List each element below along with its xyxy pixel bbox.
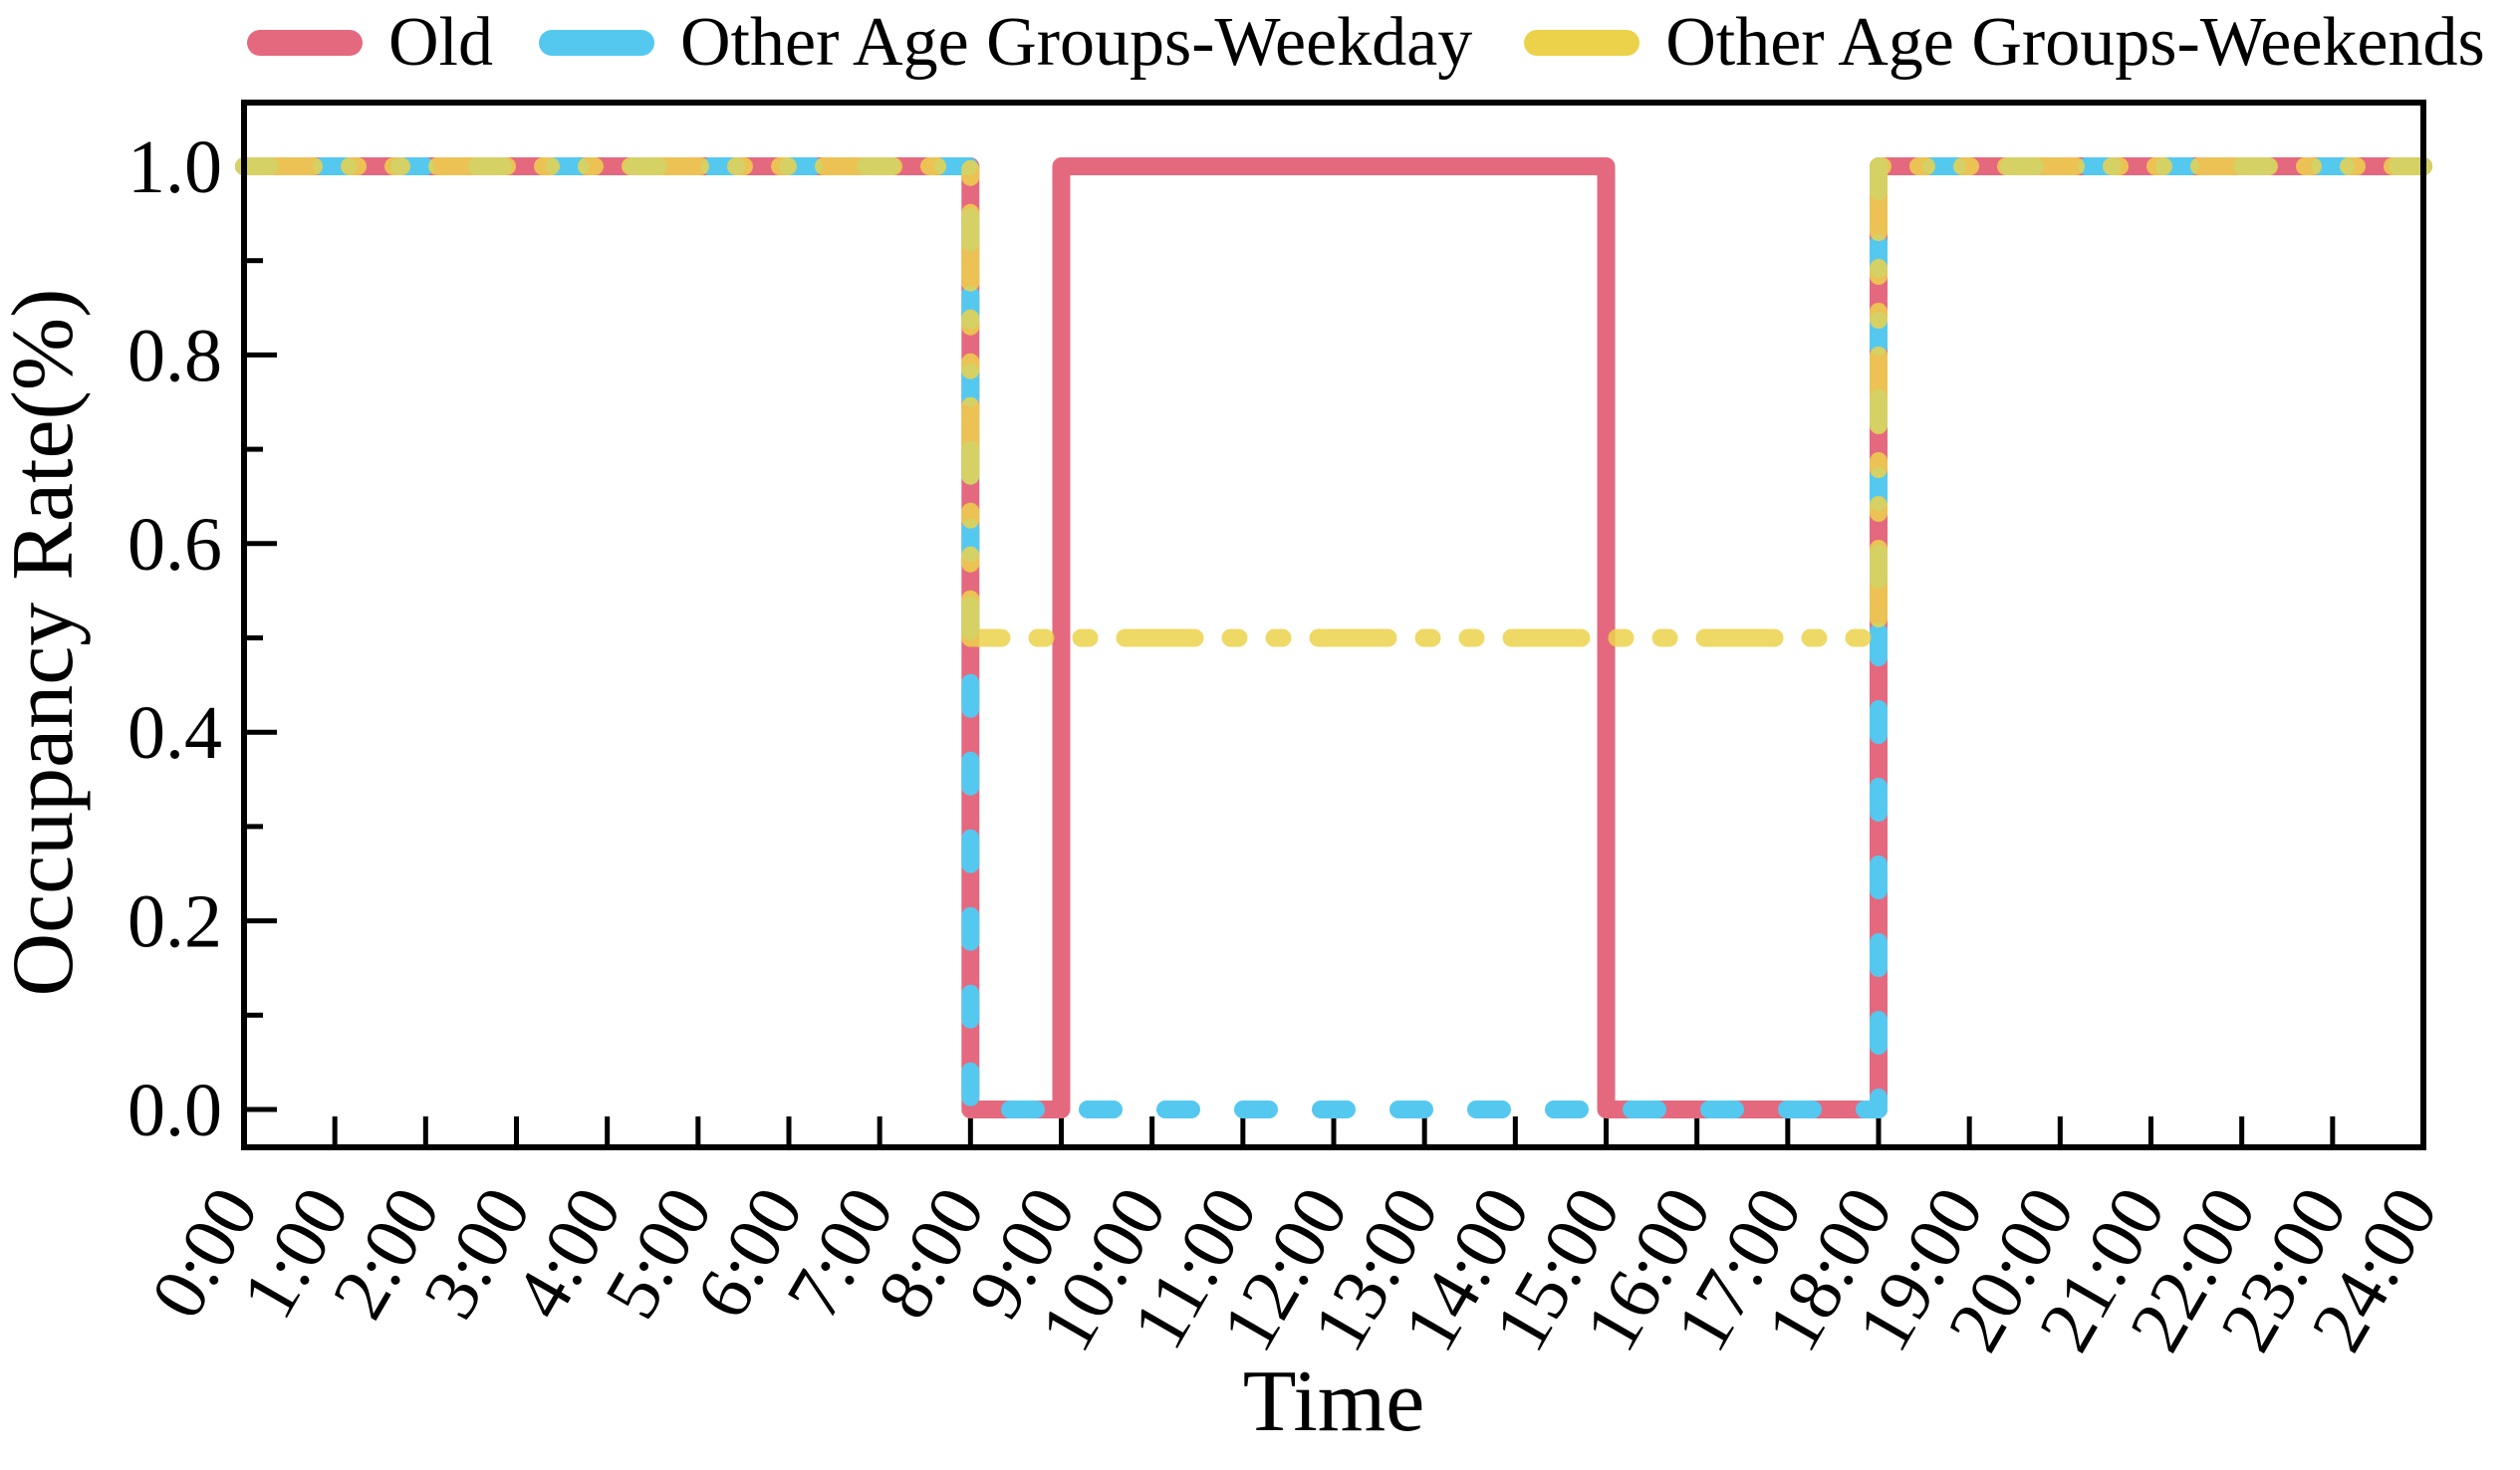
chart-legend: Old Other Age Groups-Weekday Other Age G… [247, 8, 2520, 78]
legend-swatch-old [247, 30, 363, 56]
x-axis-title: Time [1243, 1353, 1425, 1450]
y-tick-label: 1.0 [127, 125, 222, 209]
legend-item-weekday: Other Age Groups-Weekday [539, 8, 1472, 78]
legend-label-old: Old [388, 4, 493, 81]
legend-swatch-weekends [1524, 30, 1640, 56]
legend-label-weekends: Other Age Groups-Weekends [1665, 4, 2485, 81]
legend-label-weekday: Other Age Groups-Weekday [680, 4, 1473, 81]
y-tick-label: 0.6 [127, 503, 222, 587]
data-series [235, 157, 2432, 1118]
legend-swatch-weekday [539, 30, 654, 56]
series-line-other-age-groups-weekends [235, 157, 2432, 647]
axis-ticks [241, 163, 2426, 1144]
plot-frame [241, 100, 2426, 1150]
y-tick-label: 0.8 [127, 314, 222, 397]
axes-frame [241, 100, 2426, 1150]
y-tick-label: 0.2 [127, 880, 222, 964]
series-line-other-age-groups-weekday [235, 157, 2432, 1118]
legend-item-old: Old [247, 8, 493, 78]
tick-labels: 0.00.20.40.60.81.00:001:002:003:004:005:… [127, 125, 2454, 1364]
y-tick-label: 0.4 [127, 691, 222, 775]
y-tick-label: 0.0 [127, 1069, 222, 1152]
legend-item-weekends: Other Age Groups-Weekends [1524, 4, 2485, 81]
y-axis-title: Occupancy Rate(%) [0, 289, 92, 997]
